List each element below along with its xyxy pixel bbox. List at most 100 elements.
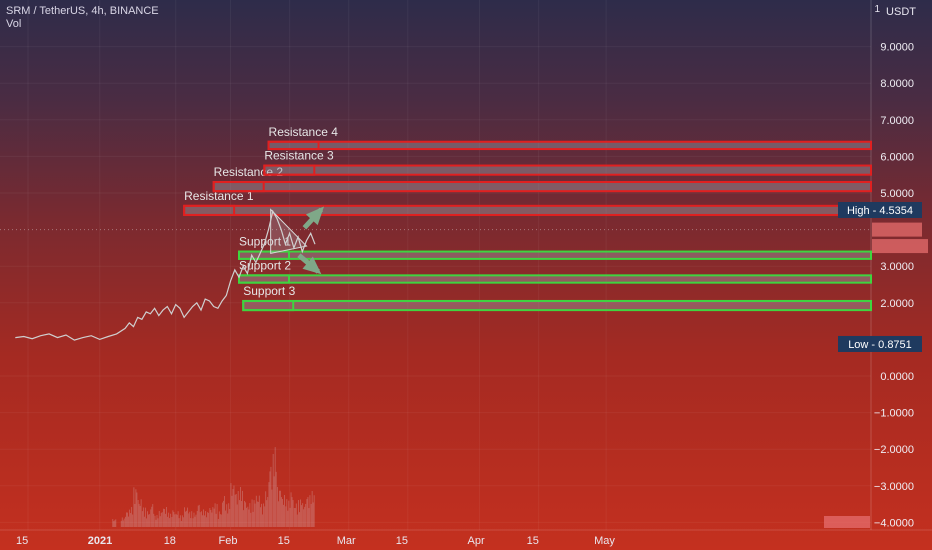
high-badge-bg bbox=[838, 202, 922, 219]
volume-bar bbox=[256, 501, 258, 527]
volume-bar bbox=[313, 495, 315, 527]
volume-bar bbox=[237, 491, 239, 527]
volume-bar bbox=[223, 500, 224, 527]
y-tick-label: 9.0000 bbox=[880, 42, 914, 54]
volume-bar bbox=[186, 510, 187, 527]
volume-bar bbox=[212, 507, 214, 527]
volume-bar bbox=[209, 507, 211, 527]
volume-bar bbox=[273, 476, 275, 527]
y-tick-label: 6.0000 bbox=[880, 151, 914, 163]
volume-bar bbox=[112, 519, 114, 527]
volume-bar bbox=[253, 500, 255, 527]
volume-bar bbox=[283, 504, 284, 527]
volume-bar bbox=[204, 515, 205, 527]
volume-bar bbox=[156, 515, 158, 527]
volume-bar bbox=[122, 520, 124, 527]
volume-bar bbox=[197, 505, 199, 527]
volume-bar bbox=[113, 521, 115, 527]
volume-bar bbox=[148, 514, 149, 527]
grid-lines bbox=[0, 0, 932, 530]
volume-bar bbox=[190, 518, 192, 527]
volume-bar bbox=[133, 487, 135, 527]
volume-bar bbox=[260, 507, 261, 527]
volume-bar bbox=[203, 509, 204, 527]
support-zone-start bbox=[242, 299, 295, 312]
volume-bar bbox=[172, 510, 174, 527]
volume-bar bbox=[199, 512, 201, 527]
volume-bar bbox=[254, 503, 256, 527]
breakout-arrows bbox=[297, 206, 325, 275]
volume-bar bbox=[246, 507, 248, 527]
volume-bar bbox=[179, 515, 181, 527]
volume-bar bbox=[222, 502, 223, 527]
volume-bar bbox=[166, 507, 167, 527]
resistance-zone-start bbox=[263, 164, 316, 176]
volume-bar bbox=[176, 514, 178, 527]
volume-tag-bg bbox=[824, 516, 870, 528]
volume-bar bbox=[228, 503, 230, 527]
x-axis[interactable]: 15 2021 18 Feb 15 Mar 15 Apr 15 May bbox=[16, 535, 615, 547]
volume-bar bbox=[173, 511, 175, 527]
symbol-title[interactable]: SRM / TetherUS, 4h, BINANCE bbox=[6, 5, 159, 17]
volume-bar bbox=[232, 489, 234, 527]
x-tick-label: 18 bbox=[164, 535, 176, 547]
y-axis[interactable]: 9.0000 8.0000 7.0000 6.0000 5.0000 3.0000 2.00… bbox=[874, 42, 914, 530]
x-tick-label: 2021 bbox=[88, 535, 112, 547]
volume-bar bbox=[299, 512, 300, 527]
volume-bar bbox=[177, 511, 179, 527]
volume-bar bbox=[279, 490, 281, 527]
x-tick-label: 15 bbox=[527, 535, 539, 547]
arrow-up-head bbox=[305, 206, 325, 226]
volume-bar bbox=[231, 495, 233, 527]
volume-bar bbox=[239, 500, 240, 527]
volume-bar bbox=[185, 511, 186, 527]
arrow-down-head bbox=[302, 256, 322, 275]
volume-bar bbox=[211, 512, 213, 527]
price-tag-bg bbox=[872, 222, 922, 237]
volume-bar bbox=[141, 511, 143, 527]
volume-bar bbox=[291, 497, 293, 527]
volume-bar bbox=[147, 511, 148, 527]
volume-bar bbox=[306, 499, 308, 527]
y-tick-label: 7.0000 bbox=[880, 115, 914, 127]
triangle-pattern bbox=[270, 208, 308, 255]
volume-bar bbox=[155, 519, 157, 527]
volume-bar bbox=[288, 500, 290, 527]
y-tick-label: 8.0000 bbox=[880, 78, 914, 90]
x-tick-label: Mar bbox=[337, 535, 356, 547]
volume-bar bbox=[270, 466, 272, 527]
y-tick-label: −2.0000 bbox=[874, 444, 914, 456]
triangle-shape bbox=[270, 208, 308, 255]
volume-bar bbox=[227, 513, 229, 527]
volume-bar bbox=[123, 518, 125, 527]
volume-bar bbox=[271, 489, 273, 527]
volume-bar bbox=[290, 492, 292, 527]
support-zone-start bbox=[238, 250, 290, 260]
volume-label[interactable]: Vol bbox=[6, 18, 22, 30]
volume-bar bbox=[136, 492, 138, 527]
volume-bar bbox=[154, 515, 156, 527]
axis-top-marker: 1 bbox=[874, 4, 880, 15]
volume-bar bbox=[249, 503, 251, 527]
y-tick-label: 0.0000 bbox=[880, 371, 914, 383]
unit-label[interactable]: USDT bbox=[886, 6, 916, 18]
y-tick-label: 3.0000 bbox=[880, 261, 914, 273]
volume-bar bbox=[206, 517, 208, 527]
volume-bar bbox=[304, 506, 306, 527]
y-tick-label: 5.0000 bbox=[880, 188, 914, 200]
resistance-zone-start bbox=[183, 204, 236, 216]
volume-bar bbox=[287, 510, 289, 527]
volume-bar bbox=[307, 497, 309, 527]
volume-bar bbox=[169, 518, 171, 527]
axis-unit: 1 USDT bbox=[874, 4, 916, 18]
x-tick-label: Apr bbox=[468, 535, 485, 547]
volume-bar bbox=[295, 503, 297, 527]
resistance-zone bbox=[263, 164, 872, 176]
volume-bar bbox=[146, 518, 147, 527]
volume-bar bbox=[151, 506, 153, 527]
volume-bar bbox=[153, 513, 155, 527]
volume-bar bbox=[216, 504, 218, 527]
volume-bar bbox=[245, 502, 247, 527]
volume-bar bbox=[266, 500, 268, 527]
